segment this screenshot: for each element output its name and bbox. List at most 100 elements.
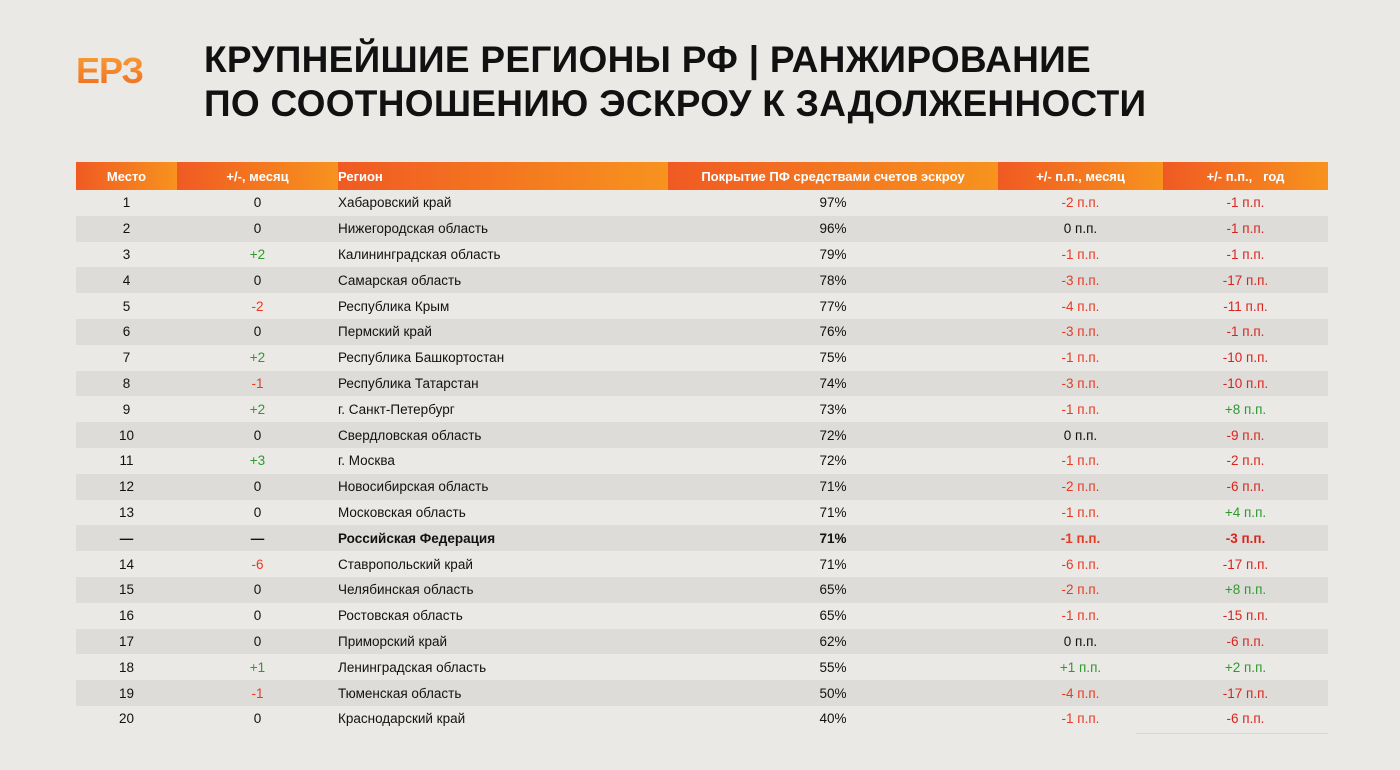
cell-rank-change: -6 [251,556,264,572]
cell-coverage: 65% [819,608,847,624]
cell-month-change: 0 п.п. [998,215,1163,242]
cell-month-change: +1 п.п. [1059,659,1102,675]
cell-coverage: 77% [819,298,847,314]
cell-year-change: -15 п.п. [1222,608,1269,624]
cell-rank-change: 0 [177,576,338,603]
cell-rank-change: 0 [177,628,338,655]
table-row: 20 0 Краснодарский край 40% -1 п.п. -6 п.п. [76,706,1328,732]
header-year-change: +/- п.п., год [1163,162,1328,190]
cell-rank-change: +2 [249,246,266,262]
cell-year-change: -1 п.п. [1163,318,1328,345]
table-row-total: — — Российская Федерация 71% -1 п.п. -3 п.п. [76,525,1328,552]
cell-region: Самарская область [338,267,668,294]
cell-year-change: -17 п.п. [1163,267,1328,294]
header-month-change: +/- п.п., месяц [998,162,1163,190]
cell-coverage: 55% [819,659,847,675]
cell-rank-change: 0 [177,318,338,345]
cell-rank: 1 [122,195,131,211]
title-line-2: ПО СООТНОШЕНИЮ ЭСКРОУ К ЗАДОЛЖЕННОСТИ [204,83,1147,124]
cell-region: Московская область [338,504,466,520]
logo: ЕРЗ [76,50,144,91]
header-rank-change: +/-, месяц [177,162,338,190]
cell-coverage: 62% [668,628,998,655]
cell-rank: 16 [118,608,135,624]
table-row: 7 +2 Республика Башкортостан 75% -1 п.п. -10 … [76,345,1328,371]
cell-year-change: -1 п.п. [1163,215,1328,242]
cell-month-change: -4 п.п. [998,680,1163,706]
cell-rank-change: 0 [177,422,338,448]
cell-region: Ставропольский край [338,556,473,572]
cell-region: Ленинградская область [338,659,487,675]
ranking-table: Место +/-, месяц Регион Покрытие ПФ сред… [76,162,1328,732]
cell-rank: 19 [76,680,177,706]
header-rank: Место [76,162,177,190]
cell-year-change: -17 п.п. [1163,680,1328,706]
cell-month-change: -2 п.п. [998,576,1163,603]
table-row: 3 +2 Калининградская область 79% -1 п.п. -1 п… [76,242,1328,268]
table-row: 15 0 Челябинская область 65% -2 п.п. +8 п.п. [76,576,1328,603]
cell-month-change: -3 п.п. [998,318,1163,345]
cell-coverage: 71% [819,556,847,572]
table-row: 10 0 Свердловская область 72% 0 п.п. -9 п.п. [76,422,1328,448]
cell-rank-change: 0 [253,195,262,211]
cell-month-change: -1 п.п. [1061,350,1100,366]
cell-region: Республика Татарстан [338,370,668,397]
cell-coverage: 79% [819,246,847,262]
cell-year-change: -1 п.п. [1226,195,1265,211]
cell-coverage: 96% [668,215,998,242]
cell-rank-change: -1 [177,680,338,706]
cell-month-change: 0 п.п. [998,422,1163,448]
cell-year-change: -6 п.п. [1226,711,1265,727]
cell-coverage: 74% [668,370,998,397]
table-row: 13 0 Московская область 71% -1 п.п. +4 п.п. [76,500,1328,526]
cell-month-change: -1 п.п. [1061,453,1100,469]
cell-rank: 2 [76,215,177,242]
cell-year-change: -10 п.п. [1163,370,1328,397]
cell-region: Нижегородская область [338,215,668,242]
cell-coverage: 76% [668,318,998,345]
cell-rank: 15 [76,576,177,603]
cell-year-change: -9 п.п. [1163,422,1328,448]
cell-rank: 6 [76,318,177,345]
cell-coverage: 97% [819,195,847,211]
cell-year-change: +8 п.п. [1163,576,1328,603]
page-title: КРУПНЕЙШИЕ РЕГИОНЫ РФ | РАНЖИРОВАНИЕ ПО … [204,38,1146,126]
cell-rank-change: -2 [251,298,264,314]
cell-region: Тюменская область [338,680,668,706]
table-row: 12 0 Новосибирская область 71% -2 п.п. -6 п.п… [76,473,1328,500]
cell-month-change: -4 п.п. [1061,298,1100,314]
cell-rank: 18 [118,659,135,675]
cell-coverage: 72% [819,453,847,469]
cell-month-change: -2 п.п. [998,473,1163,500]
cell-month-change: -3 п.п. [998,267,1163,294]
title-line-1: КРУПНЕЙШИЕ РЕГИОНЫ РФ | РАНЖИРОВАНИЕ [204,39,1091,80]
cell-rank: 13 [118,504,135,520]
cell-rank: 8 [76,370,177,397]
cell-rank: 5 [122,298,131,314]
cell-coverage: 71% [668,473,998,500]
table-row: 5 -2 Республика Крым 77% -4 п.п. -11 п.п. [76,293,1328,319]
cell-month-change: -1 п.п. [1061,608,1100,624]
table-row: 18 +1 Ленинградская область 55% +1 п.п. +2 п.… [76,654,1328,680]
cell-rank-change: 0 [177,473,338,500]
cell-year-change: -6 п.п. [1163,473,1328,500]
cell-coverage: 71% [668,525,998,552]
table-row: 4 0 Самарская область 78% -3 п.п. -17 п.п. [76,267,1328,294]
cell-month-change: -2 п.п. [1061,195,1100,211]
table-row: 14 -6 Ставропольский край 71% -6 п.п. -17 п.п… [76,551,1328,577]
cell-year-change: -6 п.п. [1163,628,1328,655]
cell-year-change: +4 п.п. [1224,504,1267,520]
cell-region: Хабаровский край [338,195,452,211]
cell-coverage: 65% [668,576,998,603]
cell-rank: 17 [76,628,177,655]
cell-rank-change: 0 [253,504,262,520]
cell-month-change: -1 п.п. [1061,711,1100,727]
ranking-table-wrapper: Место +/-, месяц Регион Покрытие ПФ сред… [76,162,1328,732]
cell-region: Свердловская область [338,422,668,448]
table-row: 1 0 Хабаровский край 97% -2 п.п. -1 п.п. [76,190,1328,216]
cell-region: Республика Башкортостан [338,350,505,366]
cell-rank: 7 [122,350,131,366]
table-row: 11 +3 г. Москва 72% -1 п.п. -2 п.п. [76,448,1328,474]
cell-rank-change: 0 [253,711,262,727]
cell-year-change: -2 п.п. [1226,453,1265,469]
